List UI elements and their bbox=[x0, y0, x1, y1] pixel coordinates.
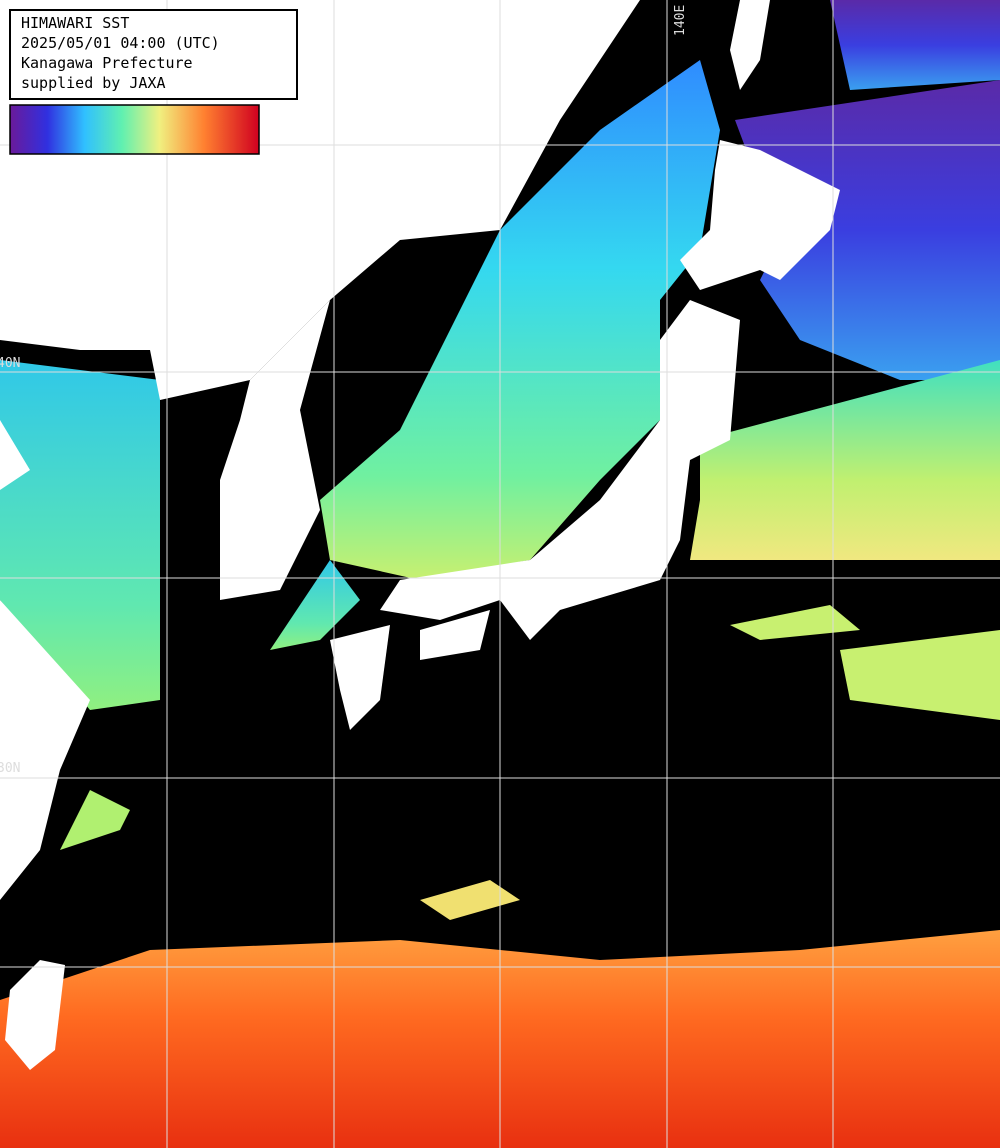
header-line: supplied by JAXA bbox=[21, 74, 166, 92]
header-line: 2025/05/01 04:00 (UTC) bbox=[21, 34, 220, 52]
header-line: Kanagawa Prefecture bbox=[21, 54, 193, 72]
lat-label: 30N bbox=[0, 761, 20, 776]
info-box: HIMAWARI SST 2025/05/01 04:00 (UTC) Kana… bbox=[9, 9, 298, 100]
lat-label: 40N bbox=[0, 356, 20, 371]
header-line: HIMAWARI SST bbox=[21, 14, 129, 32]
lon-label: 140E bbox=[673, 5, 688, 36]
colorbar bbox=[9, 104, 260, 155]
